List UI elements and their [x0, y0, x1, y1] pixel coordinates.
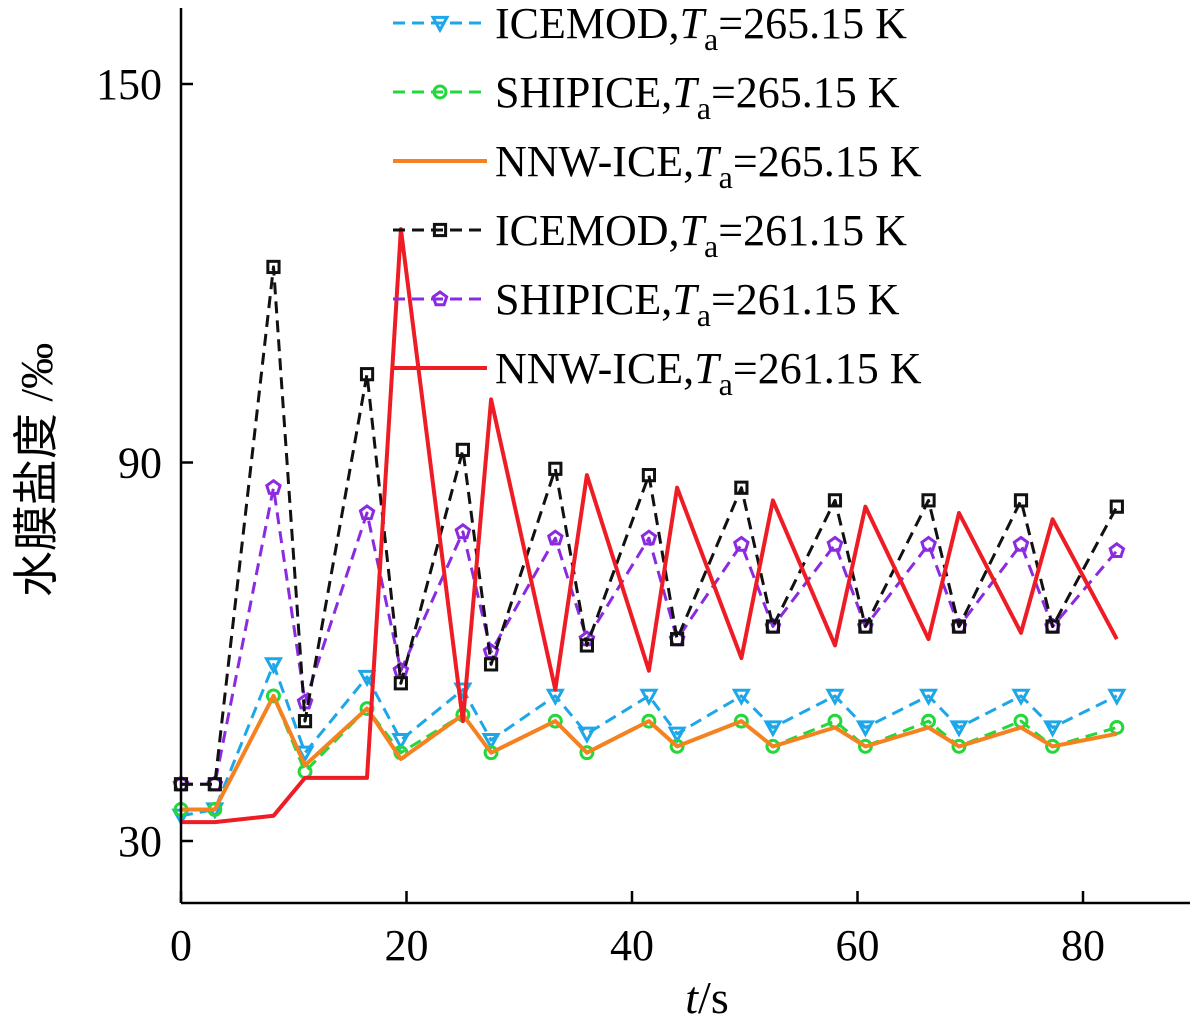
- series-1-point-3: [297, 764, 313, 780]
- series-3-point-6: [455, 442, 470, 457]
- legend-label-3: ICEMOD,Ta=261.15 K: [495, 206, 907, 264]
- legend-item-5: NNW-ICE,Ta=261.15 K: [393, 344, 922, 402]
- series-5: [181, 227, 1119, 825]
- series-1-point-2: [266, 688, 281, 704]
- series-1-point-12: [733, 713, 749, 729]
- ticks: 0 20 40 60 80 30 90 150: [96, 60, 1105, 970]
- legend-marker-4: [431, 290, 449, 307]
- x-axis-title-variable: t: [685, 972, 699, 1023]
- legend-marker-0: [430, 15, 450, 34]
- series-3-point-20: [1109, 499, 1124, 514]
- legend-label-4: SHIPICE,Ta=261.15 K: [495, 275, 900, 333]
- series-4: [172, 478, 1126, 792]
- series-line-5: [181, 227, 1119, 825]
- series-1-point-7: [483, 745, 499, 761]
- legend-item-2: NNW-ICE,Ta=265.15 K: [393, 137, 922, 195]
- legend: ICEMOD,Ta=265.15 K SHIPICE,Ta=265.15 K NNW…: [393, 0, 922, 402]
- legend-item-4: SHIPICE,Ta=261.15 K: [393, 275, 900, 333]
- series-0-point-13: [763, 720, 783, 738]
- series-3-point-1: [207, 777, 222, 792]
- series-4-point-6: [454, 523, 472, 540]
- legend-label-0: ICEMOD,Ta=265.15 K: [495, 0, 907, 57]
- series-4-point-20: [1108, 541, 1126, 558]
- series-3-point-14: [827, 493, 843, 508]
- series-4-point-18: [1012, 535, 1030, 552]
- y-axis-title: 水膜盐度 /‰: [11, 343, 62, 597]
- series-1-point-9: [579, 745, 595, 761]
- series-0-point-19: [1043, 720, 1063, 738]
- legend-label-5: NNW-ICE,Ta=261.15 K: [495, 344, 922, 402]
- series-0-point-17: [949, 720, 969, 738]
- series-3-point-19: [1045, 619, 1060, 634]
- x-axis-title: t/s: [685, 972, 728, 1023]
- series-1-point-10: [641, 713, 657, 729]
- series-0-point-16: [918, 688, 939, 706]
- series-3-point-7: [483, 657, 499, 672]
- series-4-point-8: [546, 529, 564, 546]
- series-3-point-17: [951, 619, 967, 634]
- series-4-point-14: [826, 535, 844, 552]
- series-0-point-20: [1107, 688, 1127, 706]
- x-tick-label-3: 60: [836, 921, 880, 970]
- y-tick-label-1: 90: [118, 439, 162, 488]
- x-axis-title-unit: /s: [698, 972, 729, 1023]
- legend-label-2: NNW-ICE,Ta=265.15 K: [495, 137, 922, 195]
- series-3-point-11: [670, 632, 685, 647]
- series-4-point-12: [732, 535, 750, 552]
- series-3-point-2: [266, 259, 281, 275]
- series-3-point-18: [1013, 493, 1029, 508]
- series-1-point-14: [827, 713, 843, 729]
- series-3-point-12: [734, 480, 749, 495]
- series-3-point-15: [858, 619, 873, 634]
- series-1-point-11: [669, 738, 685, 754]
- series-3-point-5: [393, 676, 408, 691]
- series-0-point-12: [731, 688, 751, 706]
- series-line-3: [181, 265, 1119, 786]
- series-0-point-11: [667, 726, 687, 744]
- series-3-point-3: [297, 714, 313, 729]
- series-3-point-10: [641, 468, 657, 483]
- legend-marker-1: [432, 84, 448, 100]
- series-0-point-2: [263, 657, 284, 675]
- series-0-point-14: [825, 688, 845, 706]
- series-4-point-2: [265, 478, 282, 495]
- series-0-point-15: [855, 720, 875, 738]
- x-tick-label-1: 20: [385, 921, 429, 970]
- series-line-4: [181, 486, 1118, 786]
- series-3-point-9: [579, 638, 594, 653]
- series-3-point-16: [921, 493, 936, 508]
- series-0: [171, 657, 1127, 826]
- series-0-point-18: [1011, 688, 1031, 706]
- x-tick-label-4: 80: [1061, 921, 1105, 970]
- series-line-2: [181, 693, 1118, 812]
- series-4-point-10: [640, 529, 658, 546]
- legend-marker-3: [432, 222, 448, 238]
- series-0-point-5: [391, 732, 411, 751]
- x-tick-label-2: 40: [610, 921, 654, 970]
- legend-item-3: ICEMOD,Ta=261.15 K: [393, 206, 907, 264]
- series-3: [173, 259, 1124, 792]
- series-0-point-4: [357, 669, 377, 688]
- series-1-point-8: [547, 713, 563, 729]
- series-1-point-20: [1109, 720, 1125, 735]
- legend-item-1: SHIPICE,Ta=265.15 K: [393, 68, 900, 126]
- series-4-point-4: [358, 504, 376, 521]
- series-0-point-10: [639, 688, 659, 706]
- series-3-point-8: [548, 461, 563, 476]
- axes: [179, 8, 1190, 905]
- series-0-point-9: [577, 726, 597, 744]
- series-3-point-13: [765, 619, 781, 634]
- series-2: [181, 693, 1118, 812]
- x-tick-label-0: 0: [170, 921, 192, 970]
- legend-label-1: SHIPICE,Ta=265.15 K: [495, 68, 900, 126]
- y-tick-label-2: 150: [96, 60, 162, 109]
- series-3-point-4: [359, 367, 375, 382]
- series-4-point-16: [920, 535, 937, 552]
- legend-item-0: ICEMOD,Ta=265.15 K: [393, 0, 907, 57]
- series-0-point-7: [481, 732, 501, 751]
- y-tick-label-0: 30: [118, 817, 162, 866]
